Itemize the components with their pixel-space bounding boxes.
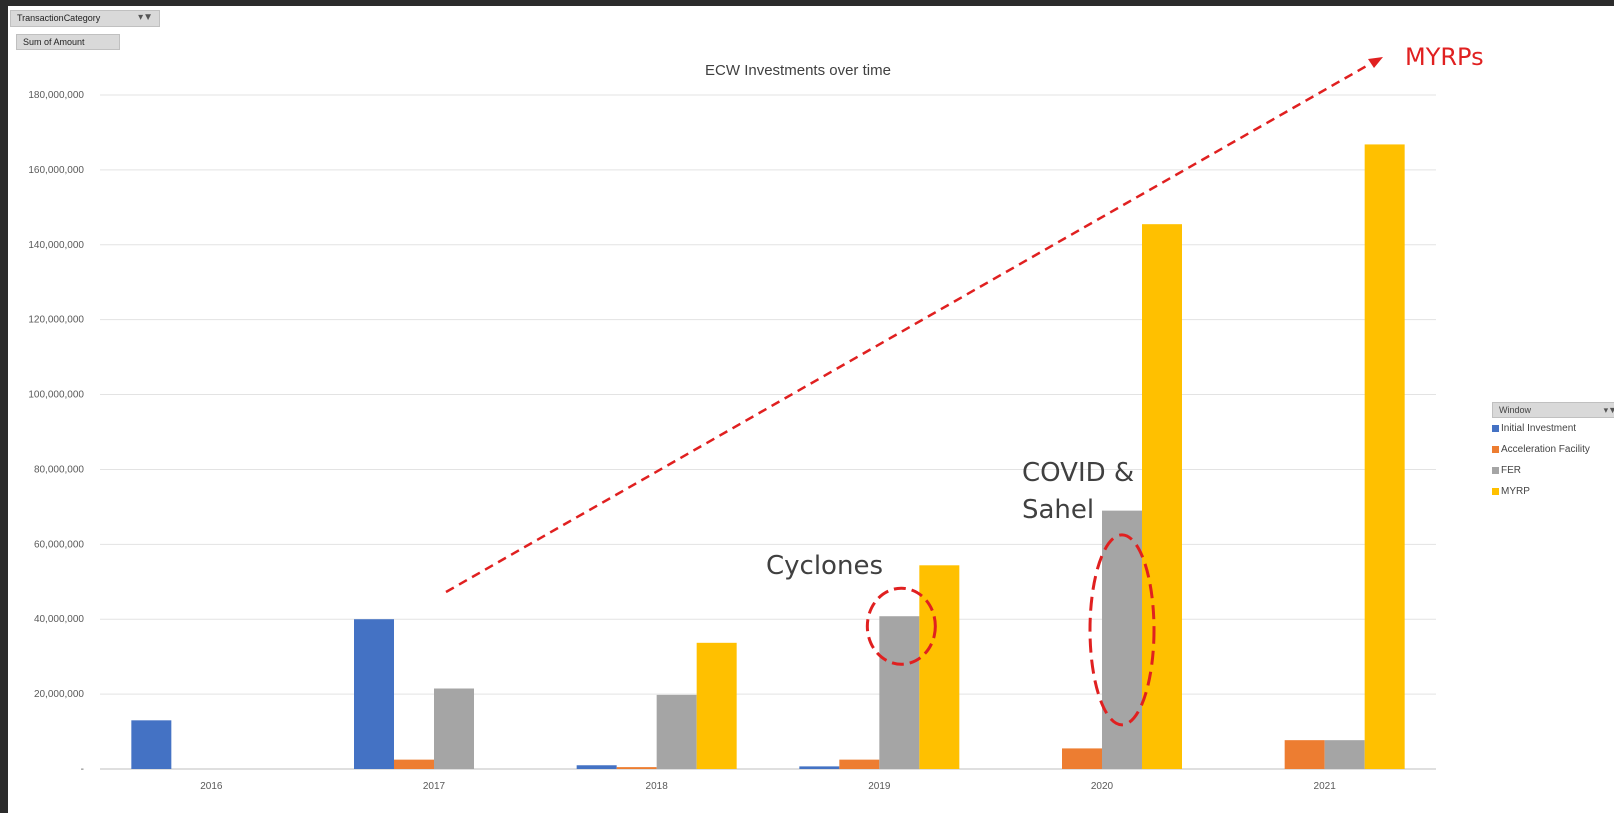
window-filter[interactable]: Window ▾▼ xyxy=(1492,402,1614,418)
bar-myrp-2021 xyxy=(1364,144,1405,770)
covid-annotation-line1: COVID & xyxy=(1022,458,1134,488)
bar-acceleration-facility-2018 xyxy=(616,767,657,769)
filter-icon[interactable]: ▾▼ xyxy=(1603,405,1614,415)
bar-myrp-2020 xyxy=(1142,224,1182,769)
bar-myrp-2019 xyxy=(919,565,960,769)
legend-label: Acceleration Facility xyxy=(1501,444,1590,455)
bar-acceleration-facility-2017 xyxy=(394,759,434,769)
transaction-category-label: TransactionCategory xyxy=(17,13,101,23)
legend-label: FER xyxy=(1501,465,1521,476)
myrps-annotation: MYRPs xyxy=(1405,43,1484,71)
bar-acceleration-facility-2019 xyxy=(839,759,880,769)
y-tick-label: 160,000,000 xyxy=(28,165,84,176)
bar-fer-2021 xyxy=(1324,740,1365,769)
legend-swatch xyxy=(1492,445,1499,453)
covid-sahel-highlight-ellipse xyxy=(1088,533,1156,727)
x-tick-label: 2019 xyxy=(868,781,891,792)
chart-title: ECW Investments over time xyxy=(705,62,891,79)
legend-swatch xyxy=(1492,466,1499,474)
legend-item-acceleration-facility[interactable]: Acceleration Facility xyxy=(1492,439,1614,460)
bar-fer-2017 xyxy=(434,688,474,769)
cyclones-annotation: Cyclones xyxy=(766,551,883,581)
myrps-trend-arrow xyxy=(445,62,1371,594)
legend-swatch xyxy=(1492,424,1499,432)
x-tick-label: 2018 xyxy=(646,781,669,792)
x-tick-label: 2020 xyxy=(1091,781,1114,792)
sum-of-amount-field[interactable]: Sum of Amount xyxy=(16,34,120,50)
covid-annotation-line2: Sahel xyxy=(1022,495,1094,525)
bar-acceleration-facility-2021 xyxy=(1284,740,1325,769)
legend-label: Initial Investment xyxy=(1501,423,1577,434)
y-tick-label: 180,000,000 xyxy=(28,90,84,101)
cyclones-highlight-ellipse xyxy=(865,586,937,666)
legend: Window ▾▼ Initial Investment Acceleratio… xyxy=(1492,402,1614,502)
bar-initial-investment-2016 xyxy=(131,720,172,769)
filter-icon[interactable]: ▾▼ xyxy=(138,12,153,23)
x-tick-label: 2016 xyxy=(200,781,223,792)
legend-item-fer[interactable]: FER xyxy=(1492,460,1614,481)
bar-myrp-2018 xyxy=(696,642,737,769)
legend-item-initial-investment[interactable]: Initial Investment xyxy=(1492,418,1614,439)
bar-initial-investment-2017 xyxy=(354,619,394,769)
bar-fer-2018 xyxy=(656,694,697,769)
bar-chart: ECW Investments over time - 20,000,000 40,0… xyxy=(28,43,1484,792)
y-tick-label: 80,000,000 xyxy=(34,464,84,475)
bar-fer-2020 xyxy=(1102,510,1142,769)
legend-label: MYRP xyxy=(1501,486,1530,497)
bar-initial-investment-2018 xyxy=(576,765,617,769)
myrps-arrow-head xyxy=(1368,57,1383,68)
legend-title: Window xyxy=(1499,405,1532,415)
y-tick-label: 60,000,000 xyxy=(34,539,84,550)
legend-swatch xyxy=(1492,487,1499,495)
y-tick-label: 140,000,000 xyxy=(28,240,84,251)
y-tick-label: - xyxy=(81,764,84,775)
bar-initial-investment-2019 xyxy=(799,766,840,769)
legend-item-myrp[interactable]: MYRP xyxy=(1492,481,1614,502)
x-tick-label: 2021 xyxy=(1314,781,1337,792)
bar-acceleration-facility-2020 xyxy=(1062,748,1102,769)
y-tick-label: 120,000,000 xyxy=(28,315,84,326)
y-tick-label: 40,000,000 xyxy=(34,614,84,625)
x-tick-label: 2017 xyxy=(423,781,446,792)
y-tick-label: 100,000,000 xyxy=(28,390,84,401)
sum-of-amount-label: Sum of Amount xyxy=(23,37,85,47)
chart-canvas: TransactionCategory ▾▼ Sum of Amount ECW… xyxy=(8,6,1614,813)
bar-fer-2019 xyxy=(879,616,920,769)
transaction-category-filter[interactable]: TransactionCategory ▾▼ xyxy=(10,10,160,27)
y-tick-label: 20,000,000 xyxy=(34,689,84,700)
